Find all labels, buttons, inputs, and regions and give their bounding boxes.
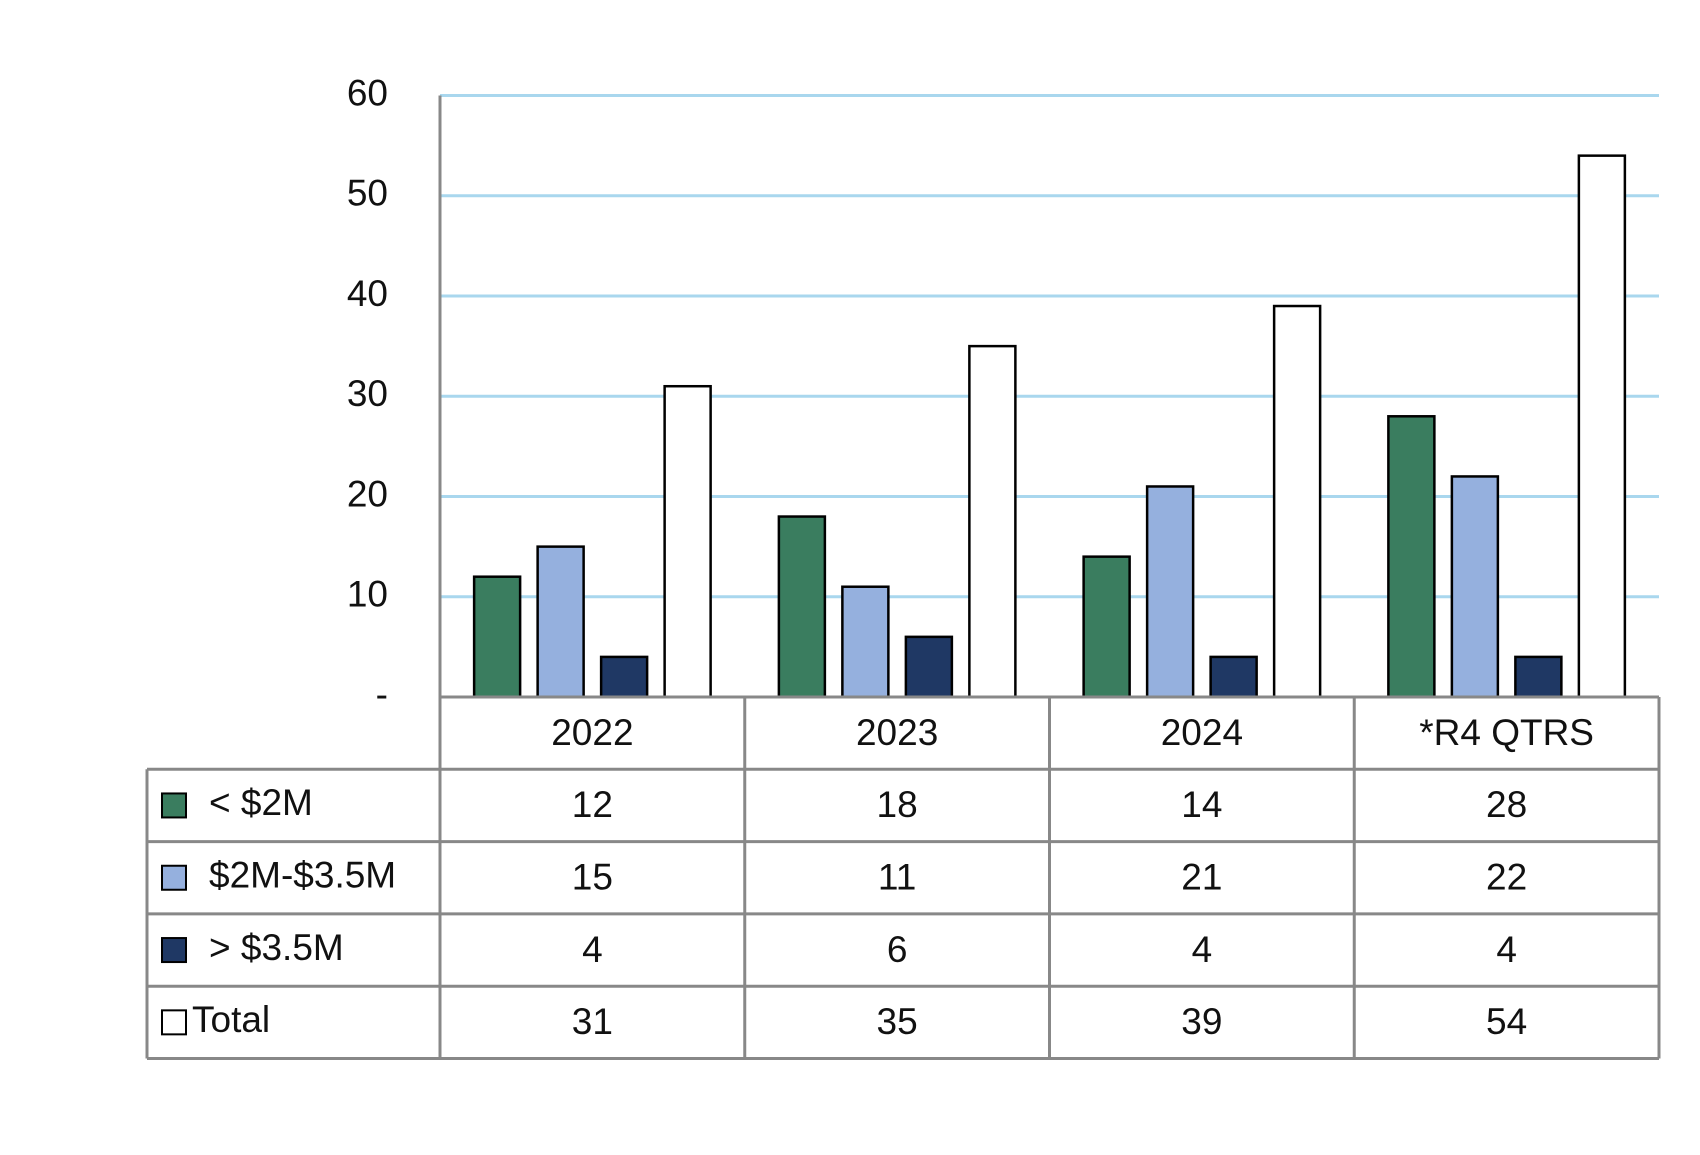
bar — [1272, 304, 1322, 699]
x-tick-label: 2023 — [856, 712, 938, 753]
table-value: 31 — [572, 1001, 613, 1042]
bar — [1082, 555, 1131, 699]
y-tick-label: 60 — [347, 72, 388, 113]
table-value: 14 — [1181, 784, 1222, 825]
x-tick-label: 2022 — [551, 712, 633, 753]
table-value: 6 — [887, 929, 908, 970]
bar — [599, 655, 649, 699]
bar — [1450, 475, 1500, 699]
table-value: 18 — [877, 784, 918, 825]
legend-swatch — [161, 937, 187, 964]
table-value: 4 — [582, 929, 603, 970]
y-tick-label: 30 — [347, 373, 388, 414]
y-tick-label: 20 — [347, 473, 388, 514]
legend-label: $2M-$3.5M — [209, 855, 396, 896]
legend-swatch — [161, 1009, 187, 1036]
bar — [1145, 485, 1195, 699]
table-value: 4 — [1496, 929, 1517, 970]
bar — [536, 545, 585, 699]
table-value: 15 — [572, 857, 613, 898]
legend-label: Total — [192, 999, 270, 1040]
x-tick-label: *R4 QTRS — [1419, 712, 1594, 753]
table-value: 12 — [572, 784, 613, 825]
bar — [1577, 154, 1627, 699]
legend-label: > $3.5M — [209, 927, 344, 968]
legend-swatch — [161, 864, 187, 891]
table-value: 39 — [1181, 1001, 1222, 1042]
y-tick-label: 50 — [347, 173, 388, 214]
bar — [841, 585, 890, 699]
bar — [777, 515, 827, 699]
table-value: 21 — [1181, 857, 1222, 898]
table-value: 4 — [1192, 929, 1213, 970]
table-value: 22 — [1486, 857, 1527, 898]
bar — [968, 344, 1017, 699]
table-value: 11 — [878, 857, 916, 898]
x-tick-label: 2024 — [1161, 712, 1243, 753]
bar — [904, 635, 954, 699]
bar — [472, 575, 522, 699]
bar — [1209, 655, 1258, 699]
y-tick-label: 10 — [347, 574, 388, 615]
table-value: 28 — [1486, 784, 1527, 825]
legend-label: < $2M — [209, 782, 313, 823]
bar — [1387, 415, 1436, 699]
table-value: 54 — [1486, 1001, 1527, 1042]
legend-swatch — [161, 792, 187, 819]
y-tick-label: 40 — [347, 273, 388, 314]
bar — [663, 384, 712, 699]
y-tick-label: - — [376, 674, 388, 715]
table-value: 35 — [877, 1001, 918, 1042]
bar — [1514, 655, 1563, 699]
